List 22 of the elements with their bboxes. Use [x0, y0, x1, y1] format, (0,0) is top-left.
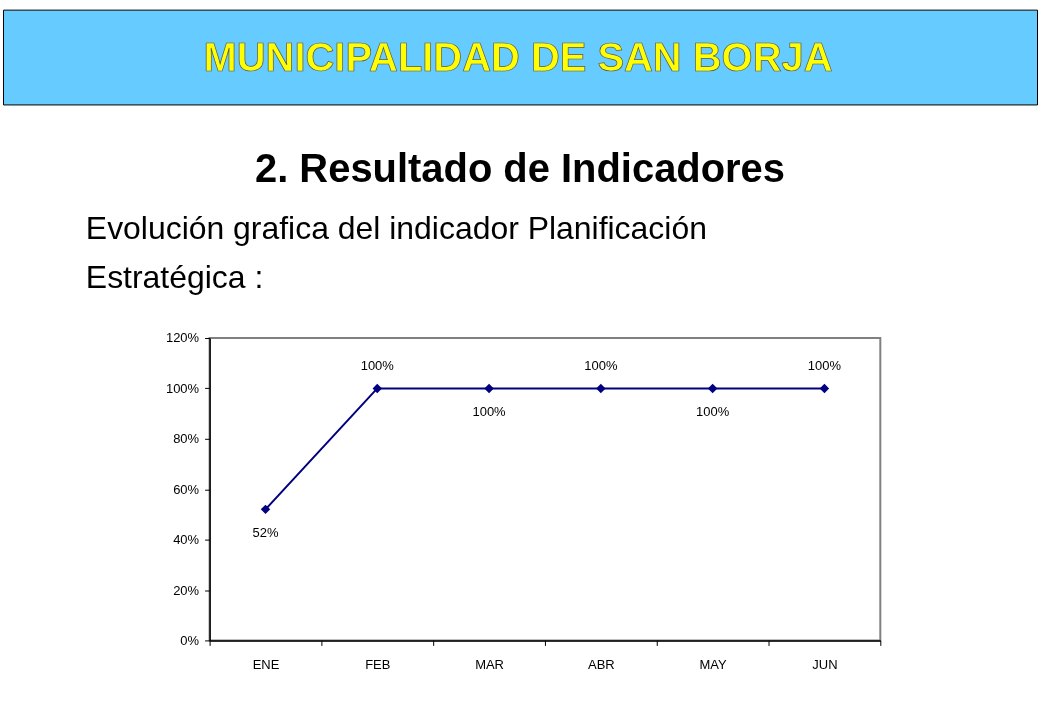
y-tick-label: 100%: [165, 380, 200, 396]
chart-title: MUNICIPALIDAD DE SAN BORJA: [203, 34, 833, 79]
x-tick-label: MAY: [699, 656, 728, 672]
data-label: 100%: [696, 404, 730, 420]
chart-subtitle: 2. Resultado de Indicadores: [254, 146, 786, 191]
y-tick-label: 0%: [180, 632, 200, 648]
text: Evolución grafica del indicador Planificación Estratégica :: [85, 210, 707, 296]
data-label: 100%: [584, 358, 618, 374]
y-tick-label: 120%: [165, 330, 200, 346]
y-tick-label: 60%: [173, 481, 200, 497]
x-tick-label: MAR: [475, 656, 504, 672]
y-tick-label: 40%: [173, 532, 200, 548]
y-tick-label: 20%: [173, 582, 200, 598]
data-label: 100%: [360, 358, 395, 374]
x-tick-label: FEB: [365, 656, 391, 672]
data-label: 52%: [252, 525, 279, 541]
x-tick-label: ENE: [252, 656, 280, 672]
x-tick-label: ABR: [588, 656, 615, 672]
y-tick-label: 80%: [173, 431, 200, 447]
data-label: 100%: [807, 358, 842, 374]
data-label: 100%: [472, 404, 507, 420]
x-tick-label: JUN: [812, 656, 838, 672]
